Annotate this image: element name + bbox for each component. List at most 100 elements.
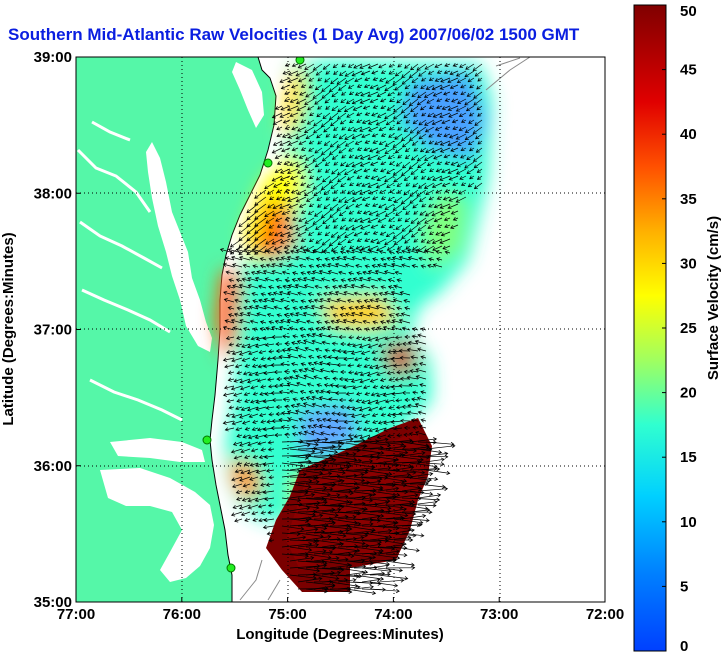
velocity-arrow — [404, 147, 411, 153]
velocity-arrow — [386, 168, 395, 174]
velocity-arrow — [264, 210, 275, 217]
velocity-arrow — [304, 63, 315, 70]
velocity-arrow — [401, 532, 425, 538]
velocity-arrow — [266, 312, 275, 317]
velocity-arrow — [394, 537, 414, 543]
station-marker — [263, 158, 273, 168]
velocity-arrow — [329, 203, 339, 211]
velocity-arrow — [347, 278, 355, 283]
velocity-arrow — [284, 188, 291, 193]
velocity-arrow — [268, 285, 275, 290]
velocity-arrow — [281, 490, 309, 496]
velocity-arrow — [380, 285, 387, 290]
velocity-arrow — [374, 269, 387, 275]
velocity-arrow — [409, 499, 438, 506]
velocity-arrow — [432, 175, 443, 181]
velocity-arrow — [372, 356, 379, 361]
velocity-arrow — [388, 342, 395, 347]
velocity-arrow — [233, 312, 243, 317]
velocity-arrow — [240, 511, 251, 517]
velocity-arrow — [231, 357, 243, 363]
velocity-arrow — [305, 471, 333, 478]
velocity-arrow — [268, 384, 275, 389]
velocity-arrow — [353, 63, 363, 69]
velocity-arrow — [366, 371, 379, 377]
velocity-arrow — [361, 256, 371, 261]
velocity-arrow — [402, 203, 411, 211]
velocity-arrow — [238, 350, 251, 356]
velocity-arrow — [326, 424, 339, 430]
velocity-arrow — [295, 255, 307, 261]
velocity-arrow — [226, 284, 235, 289]
velocity-arrow — [252, 419, 259, 424]
velocity-arrow — [417, 224, 427, 231]
velocity-arrow — [354, 419, 363, 425]
velocity-arrow — [239, 385, 251, 391]
velocity-arrow — [327, 334, 339, 339]
velocity-arrow — [321, 154, 331, 162]
velocity-arrow — [230, 290, 243, 296]
velocity-arrow — [306, 333, 315, 338]
velocity-arrow — [330, 256, 339, 261]
velocity-arrow — [235, 489, 243, 494]
colorbar-tick-label: 15 — [680, 449, 697, 466]
velocity-arrow — [406, 347, 419, 352]
velocity-arrow — [353, 465, 375, 471]
velocity-arrow — [300, 334, 307, 339]
velocity-arrow — [303, 430, 315, 436]
velocity-arrow — [308, 264, 315, 269]
velocity-arrow — [306, 182, 315, 188]
velocity-arrow — [292, 334, 299, 339]
velocity-arrow — [378, 291, 387, 296]
velocity-arrow — [332, 63, 339, 69]
velocity-arrow — [369, 298, 379, 303]
velocity-arrow — [328, 175, 339, 184]
velocity-arrow — [276, 224, 283, 228]
velocity-arrow — [452, 182, 459, 187]
velocity-arrow — [325, 133, 331, 138]
velocity-arrow — [420, 105, 427, 111]
velocity-arrow — [416, 217, 427, 225]
velocity-arrow — [380, 168, 387, 173]
velocity-arrow — [371, 264, 379, 269]
velocity-arrow — [368, 406, 379, 412]
velocity-arrow — [361, 542, 382, 548]
velocity-arrow — [239, 413, 251, 419]
velocity-arrow — [380, 161, 387, 166]
velocity-arrow — [354, 305, 363, 310]
velocity-arrow — [348, 210, 355, 215]
velocity-arrow — [231, 350, 243, 356]
velocity-arrow — [379, 249, 387, 255]
velocity-arrow — [233, 378, 243, 383]
velocity-arrow — [343, 419, 355, 425]
velocity-arrow — [275, 341, 283, 347]
velocity-arrow — [241, 357, 251, 362]
velocity-arrow — [313, 584, 336, 590]
velocity-arrow — [320, 277, 331, 282]
velocity-arrow — [339, 70, 347, 76]
velocity-arrow — [377, 343, 387, 348]
velocity-arrow — [276, 376, 283, 382]
velocity-arrow — [400, 312, 411, 317]
velocity-arrow — [417, 91, 427, 99]
velocity-arrow — [239, 378, 251, 384]
velocity-arrow — [280, 256, 291, 261]
velocity-arrow — [377, 511, 409, 518]
velocity-arrow — [343, 356, 355, 362]
velocity-arrow — [412, 182, 419, 188]
velocity-arrow — [241, 343, 251, 348]
velocity-arrow — [280, 238, 291, 244]
velocity-arrow — [417, 454, 449, 459]
velocity-arrow — [363, 292, 371, 297]
velocity-arrow — [417, 476, 439, 482]
velocity-arrow — [363, 299, 371, 304]
velocity-arrow — [290, 189, 299, 194]
velocity-arrow — [411, 397, 419, 402]
velocity-arrow — [308, 418, 315, 423]
velocity-arrow — [409, 445, 430, 450]
velocity-arrow — [316, 418, 323, 423]
velocity-arrow — [404, 334, 411, 339]
velocity-arrow — [242, 420, 251, 425]
velocity-arrow — [273, 383, 283, 389]
velocity-arrow — [281, 443, 311, 450]
